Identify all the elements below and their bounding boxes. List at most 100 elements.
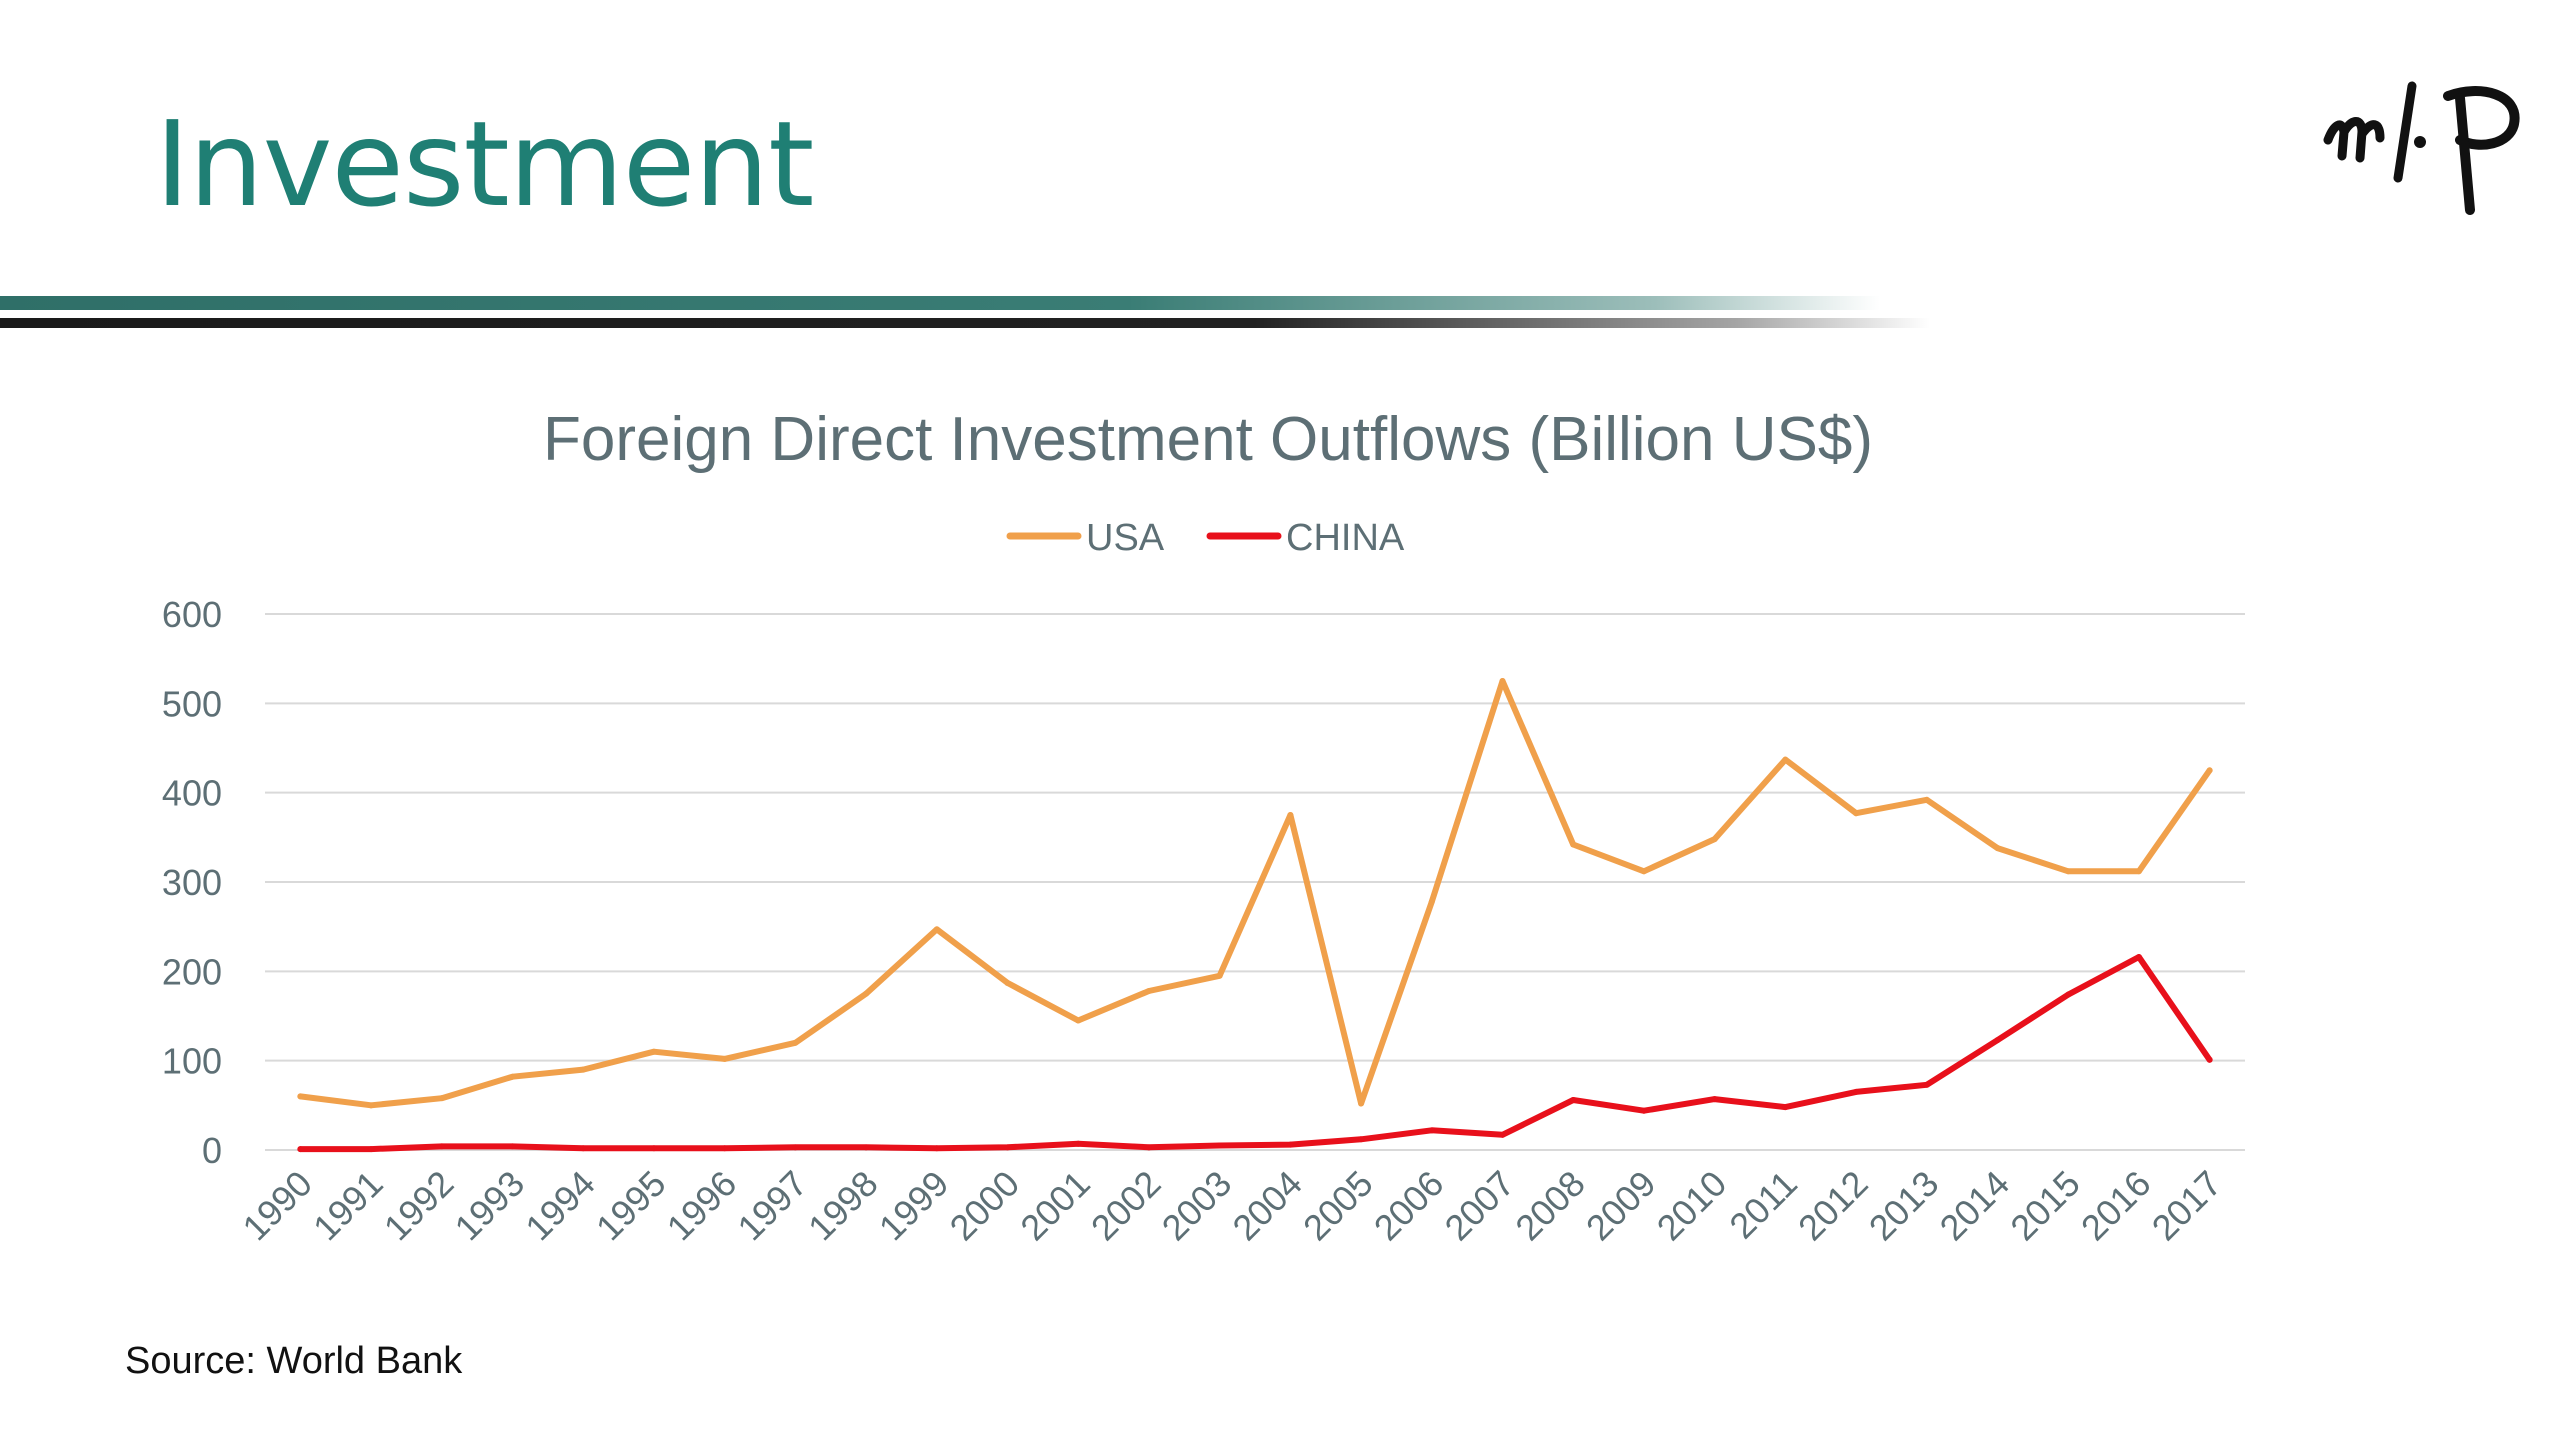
data-point-usa [2065, 868, 2072, 875]
data-point-china [1994, 1037, 2001, 1044]
x-tick-label: 1997 [729, 1163, 815, 1249]
x-axis-ticks: 1990199119921993199419951996199719981999… [234, 1163, 2229, 1249]
slide-title: Investment [155, 95, 814, 233]
data-point-china [2065, 991, 2072, 998]
data-point-usa [368, 1102, 375, 1109]
data-point-china [438, 1143, 445, 1150]
x-tick-label: 1993 [447, 1163, 533, 1249]
data-point-china [1640, 1107, 1647, 1114]
title-underline-dark [0, 318, 1930, 328]
data-point-usa [1216, 972, 1223, 979]
data-point-china [1853, 1088, 1860, 1095]
data-point-usa [1075, 1017, 1082, 1024]
y-axis-ticks: 0 100 200 300 400 500 600 [162, 594, 222, 1171]
chart-legend: USA CHINA [1006, 517, 1405, 559]
calligraphy-logo-icon [2323, 81, 2520, 215]
y-tick-label: 500 [162, 683, 222, 724]
y-tick-label: 100 [162, 1041, 222, 1082]
data-point-china [1923, 1081, 1930, 1088]
data-point-usa [1287, 812, 1294, 818]
x-tick-label: 1998 [800, 1163, 886, 1249]
x-tick-label: 2016 [2073, 1163, 2159, 1249]
data-point-usa [580, 1066, 587, 1073]
data-point-china [1075, 1140, 1082, 1147]
data-point-usa [1004, 979, 1011, 986]
x-tick-label: 1990 [234, 1163, 320, 1249]
data-point-usa [297, 1093, 304, 1100]
data-point-china [1782, 1104, 1789, 1111]
x-tick-label: 2003 [1154, 1163, 1240, 1249]
data-point-china [650, 1145, 657, 1152]
data-point-usa [2206, 767, 2213, 774]
x-tick-label: 1996 [659, 1163, 745, 1249]
title-underline-teal [0, 296, 1880, 310]
x-tick-label: 2011 [1721, 1163, 1805, 1247]
legend-label-usa: USA [1086, 517, 1165, 559]
data-point-china [1216, 1142, 1223, 1149]
data-point-usa [1358, 1100, 1365, 1107]
chart-title: Foreign Direct Investment Outflows (Bill… [543, 405, 1873, 474]
data-point-china [792, 1144, 799, 1151]
data-point-usa [1499, 678, 1506, 684]
x-tick-label: 1999 [871, 1163, 957, 1249]
data-point-china [863, 1144, 870, 1151]
data-point-usa [1570, 841, 1577, 848]
y-tick-label: 600 [162, 594, 222, 635]
x-tick-label: 2012 [1790, 1163, 1876, 1249]
data-point-china [1711, 1096, 1718, 1103]
data-point-china [1499, 1131, 1506, 1138]
x-tick-label: 2005 [1295, 1163, 1381, 1249]
data-point-china [1428, 1127, 1435, 1134]
series-line-usa [297, 678, 2213, 1109]
data-point-usa [1782, 756, 1789, 763]
data-point-usa [1428, 898, 1435, 905]
legend-label-china: CHINA [1286, 517, 1405, 559]
data-point-usa [650, 1048, 657, 1055]
data-point-china [1358, 1136, 1365, 1143]
x-tick-label: 2008 [1507, 1163, 1593, 1249]
x-tick-label: 2001 [1012, 1163, 1098, 1249]
data-point-china [2206, 1056, 2213, 1063]
x-tick-label: 2000 [942, 1163, 1028, 1249]
x-tick-label: 2004 [1224, 1163, 1310, 1249]
x-tick-label: 2006 [1366, 1163, 1452, 1249]
data-point-usa [1145, 987, 1152, 994]
data-point-usa [1640, 868, 1647, 875]
y-tick-label: 300 [162, 862, 222, 903]
x-tick-label: 2013 [1861, 1163, 1947, 1249]
source-note: Source: World Bank [125, 1340, 463, 1382]
data-point-china [2135, 954, 2142, 961]
data-point-china [580, 1145, 587, 1152]
data-point-usa [1923, 796, 1930, 803]
x-tick-label: 1991 [305, 1163, 391, 1249]
data-point-usa [509, 1073, 516, 1080]
x-tick-label: 2007 [1437, 1163, 1523, 1249]
y-tick-label: 200 [162, 951, 222, 992]
series-line-china [297, 954, 2213, 1153]
data-point-usa [792, 1039, 799, 1046]
data-point-china [297, 1146, 304, 1153]
x-tick-label: 2014 [1932, 1163, 2018, 1249]
chart-series-lines [297, 678, 2213, 1153]
data-point-usa [933, 926, 940, 933]
y-tick-label: 400 [162, 773, 222, 814]
data-point-china [1287, 1141, 1294, 1148]
data-point-china [368, 1146, 375, 1153]
data-point-china [1145, 1144, 1152, 1151]
x-tick-label: 2009 [1578, 1163, 1664, 1249]
data-point-usa [1853, 810, 1860, 817]
data-point-usa [721, 1055, 728, 1062]
y-tick-label: 0 [202, 1130, 222, 1171]
data-point-usa [1711, 836, 1718, 843]
x-tick-label: 1995 [588, 1163, 674, 1249]
x-tick-label: 2002 [1083, 1163, 1169, 1249]
x-tick-label: 1994 [517, 1163, 603, 1249]
data-point-china [933, 1145, 940, 1152]
data-point-usa [863, 990, 870, 997]
x-tick-label: 2010 [1649, 1163, 1735, 1249]
data-point-china [509, 1143, 516, 1150]
data-point-usa [1994, 845, 2001, 852]
data-point-china [721, 1145, 728, 1152]
data-point-usa [2135, 868, 2142, 875]
